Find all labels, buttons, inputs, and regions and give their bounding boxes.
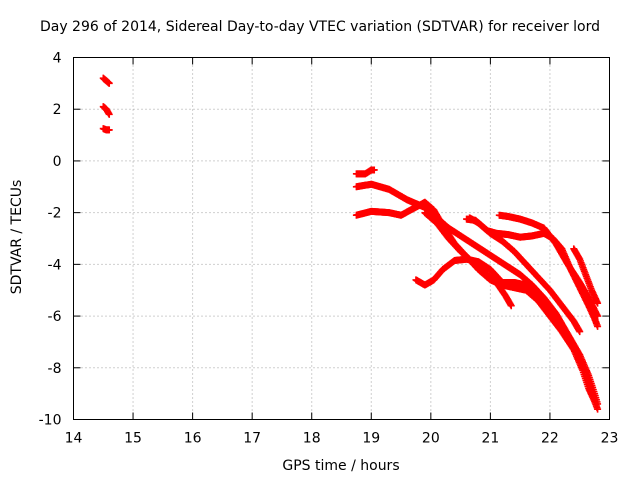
x-tick-label: 19 bbox=[362, 431, 380, 447]
data-point bbox=[105, 126, 113, 134]
data-point bbox=[570, 343, 578, 351]
series-track-b bbox=[99, 103, 113, 118]
y-tick-label: 2 bbox=[53, 102, 62, 118]
y-tick-label: 4 bbox=[53, 51, 62, 67]
y-tick-label: -6 bbox=[48, 309, 62, 325]
series-track-d bbox=[352, 166, 378, 178]
x-tick-label: 20 bbox=[422, 431, 440, 447]
x-tick-labels: 14 15 16 17 18 19 20 21 22 23 bbox=[65, 431, 619, 447]
x-tick-label: 15 bbox=[124, 431, 142, 447]
data-point bbox=[594, 405, 602, 413]
y-tick-label: 0 bbox=[53, 154, 62, 170]
series-track-a bbox=[99, 74, 113, 87]
x-axis-label: GPS time / hours bbox=[282, 458, 400, 474]
y-tick-label: -8 bbox=[48, 361, 62, 377]
data-point bbox=[507, 302, 515, 310]
series-track-c bbox=[99, 125, 113, 134]
chart-title: Day 296 of 2014, Sidereal Day-to-day VTE… bbox=[39, 19, 601, 35]
y-tick-labels: -10 -8 -6 -4 -2 0 2 4 bbox=[39, 51, 62, 429]
series-track-l bbox=[570, 245, 602, 307]
y-tick-label: -2 bbox=[48, 206, 62, 222]
x-tick-label: 16 bbox=[184, 431, 202, 447]
data-point bbox=[576, 328, 584, 336]
data-points bbox=[99, 74, 602, 413]
series-track-j bbox=[463, 215, 584, 336]
data-point bbox=[594, 299, 602, 307]
y-axis-label: SDTVAR / TECUs bbox=[9, 179, 25, 295]
data-point bbox=[105, 110, 113, 118]
axis-ticks bbox=[73, 57, 610, 420]
data-point bbox=[594, 312, 602, 320]
x-tick-label: 17 bbox=[243, 431, 261, 447]
series-track-g bbox=[412, 255, 578, 351]
data-point bbox=[594, 322, 602, 330]
data-point bbox=[370, 166, 378, 174]
x-tick-label: 21 bbox=[481, 431, 499, 447]
x-tick-label: 23 bbox=[601, 431, 619, 447]
series-track-h bbox=[421, 209, 515, 310]
x-tick-label: 14 bbox=[65, 431, 83, 447]
y-tick-label: -4 bbox=[48, 257, 62, 273]
x-tick-label: 22 bbox=[541, 431, 559, 447]
y-tick-label: -10 bbox=[39, 413, 62, 429]
series-track-k bbox=[495, 211, 602, 320]
data-point bbox=[105, 79, 113, 87]
x-tick-label: 18 bbox=[303, 431, 321, 447]
plot-frame bbox=[73, 57, 610, 420]
